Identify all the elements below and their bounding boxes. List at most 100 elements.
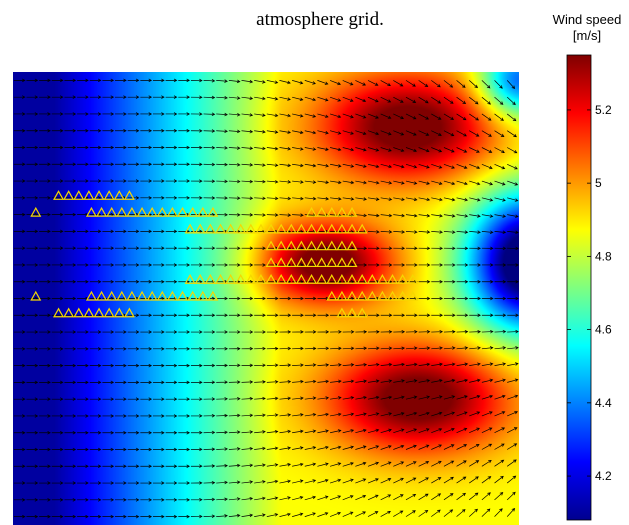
wind-arrow: [380, 478, 392, 484]
turbine-marker: [184, 223, 196, 234]
wind-arrow: [203, 313, 216, 318]
turbine-markers: [30, 190, 419, 318]
wind-arrow: [102, 397, 115, 401]
wind-arrow: [102, 380, 115, 385]
wind-arrow: [431, 296, 444, 301]
wind-arrow: [26, 128, 39, 133]
wind-arrow: [115, 498, 127, 502]
wind-arrow: [355, 395, 367, 400]
wind-arrow: [77, 347, 89, 351]
wind-arrow: [13, 498, 26, 502]
wind-arrow: [469, 329, 481, 334]
wind-arrow: [330, 346, 342, 351]
wind-arrow: [39, 229, 51, 234]
wind-arrow: [241, 146, 254, 150]
wind-arrow: [418, 313, 431, 318]
wind-arrow: [405, 96, 417, 103]
wind-arrow: [254, 480, 266, 484]
wind-arrow: [13, 380, 26, 385]
wind-arrow: [494, 378, 506, 383]
wind-arrow: [51, 179, 64, 183]
wind-arrow: [51, 263, 64, 267]
wind-arrow: [443, 130, 455, 137]
wind-arrow: [304, 147, 317, 151]
wind-arrow: [26, 246, 39, 250]
wind-arrow: [266, 296, 279, 301]
wind-arrow: [279, 512, 291, 517]
wind-arrow: [241, 196, 254, 200]
wind-arrow: [102, 128, 115, 133]
wind-arrow: [228, 313, 241, 318]
wind-arrow: [178, 414, 191, 418]
wind-arrow: [456, 395, 468, 400]
wind-arrow: [456, 444, 468, 450]
wind-arrow: [140, 78, 153, 83]
wind-arrow: [190, 95, 203, 100]
wind-arrow: [190, 145, 203, 150]
wind-arrow: [481, 263, 494, 267]
wind-arrow: [77, 330, 89, 334]
wind-arrow: [127, 78, 140, 83]
wind-arrow: [190, 162, 203, 167]
wind-arrow: [165, 414, 178, 418]
wind-arrow: [26, 347, 39, 351]
wind-arrow: [152, 414, 165, 418]
wind-arrow: [266, 463, 279, 467]
wind-arrow: [228, 380, 241, 384]
wind-arrow: [507, 246, 519, 251]
wind-arrow: [481, 279, 494, 284]
wind-arrow: [342, 495, 354, 501]
wind-arrow: [89, 363, 102, 368]
turbine-marker: [184, 273, 196, 284]
wind-speed-heatmap: [13, 72, 519, 525]
wind-arrow: [51, 145, 64, 150]
turbine-marker: [265, 273, 277, 284]
wind-arrow: [494, 180, 506, 186]
turbine-marker: [285, 223, 297, 234]
wind-arrow: [342, 163, 355, 168]
wind-arrow: [241, 129, 254, 134]
wind-arrow: [431, 80, 441, 88]
wind-arrow: [26, 313, 39, 318]
wind-arrow: [317, 495, 329, 501]
wind-arrow: [317, 379, 330, 384]
wind-arrow: [115, 380, 127, 385]
wind-arrow: [102, 481, 115, 485]
wind-arrow: [481, 96, 491, 105]
turbine-marker: [356, 307, 368, 318]
wind-arrow: [266, 363, 279, 367]
wind-arrow: [393, 477, 404, 484]
wind-arrow: [165, 430, 178, 435]
wind-arrow: [304, 163, 317, 168]
wind-arrow: [115, 464, 127, 469]
wind-arrow: [115, 330, 127, 334]
wind-arrow: [51, 246, 64, 250]
wind-arrow: [469, 246, 481, 251]
wind-arrow: [115, 246, 127, 250]
wind-arrow: [456, 147, 468, 153]
wind-arrow: [190, 414, 203, 418]
turbine-marker: [356, 273, 368, 284]
wind-arrow: [393, 510, 404, 517]
wind-arrow: [26, 95, 39, 99]
wind-arrow: [178, 347, 191, 351]
wind-arrow: [228, 513, 241, 518]
wind-arrow: [26, 196, 39, 200]
wind-arrow: [203, 413, 216, 418]
turbine-marker: [106, 206, 118, 217]
wind-arrow: [77, 263, 89, 267]
wind-arrow: [317, 147, 329, 151]
wind-arrow: [165, 78, 178, 83]
wind-arrow: [51, 464, 64, 469]
wind-arrow: [292, 462, 304, 467]
wind-arrow: [405, 313, 418, 318]
wind-arrow: [216, 213, 228, 217]
turbine-marker: [187, 290, 199, 301]
wind-arrow: [266, 180, 279, 184]
wind-arrow: [178, 145, 191, 150]
wind-arrow: [77, 363, 89, 368]
wind-arrow: [456, 346, 469, 350]
turbine-marker: [265, 223, 277, 234]
wind-arrow: [393, 246, 406, 251]
wind-arrow: [51, 229, 64, 234]
